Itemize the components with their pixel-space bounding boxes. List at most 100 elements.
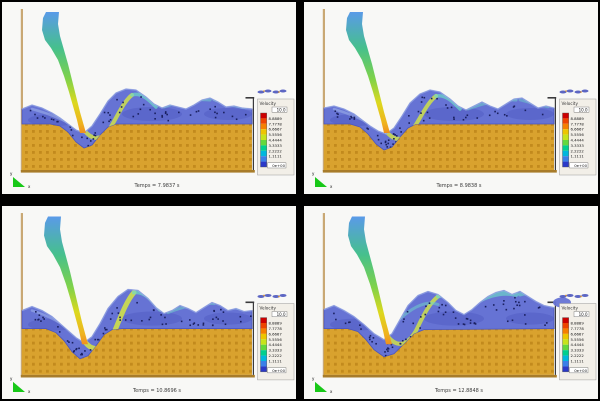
legend-colorbar-band	[260, 156, 267, 162]
legend-colorbar-band	[260, 323, 267, 329]
weir-overflow	[559, 89, 589, 94]
legend-colorbar-band	[260, 350, 267, 356]
tank-bottom-wall	[20, 374, 255, 378]
time-caption: Temps = 7.9837 s	[134, 183, 180, 189]
axis-triad: y x	[312, 171, 333, 189]
legend-colorbar-band	[260, 140, 267, 146]
legend-tick-label: 4.4444	[571, 138, 585, 143]
axis-triad-icon	[13, 177, 25, 187]
simulation-panel-2: Temps = 8.9838 s y x Velocity 10.0 8.8889 7…	[304, 2, 598, 194]
axis-label-y: y	[312, 171, 315, 176]
velocity-streak	[130, 92, 158, 109]
legend-colorbar-band	[260, 134, 267, 140]
legend-colorbar-band	[562, 344, 569, 351]
simulation-panel-4: Temps = 12.8848 s y x Velocity 10.0 8.8889…	[304, 206, 598, 399]
legend-tick-label: 6.6667	[571, 331, 585, 336]
legend-tick-label: 8.8889	[571, 116, 585, 121]
legend-tick-label: 7.7778	[571, 121, 585, 126]
time-caption: Temps = 12.8848 s	[434, 388, 483, 394]
sand-bed	[22, 328, 252, 375]
legend-max-value: 10.0	[277, 312, 286, 317]
legend-colorbar-band	[260, 129, 267, 135]
simulation-scene	[322, 9, 589, 173]
tank-left-wall	[322, 9, 325, 171]
legend-tick-label: 6.6667	[269, 127, 283, 132]
axis-label-y: y	[10, 376, 13, 381]
legend-tick-label: 5.5556	[571, 337, 585, 342]
legend-min-value: 0e+00	[272, 368, 285, 373]
legend-colorbar-band	[562, 333, 569, 340]
axis-label-x: x	[28, 389, 31, 394]
legend-colorbar-band	[562, 113, 569, 119]
legend-colorbar-band	[562, 150, 569, 157]
legend-tick-label: 2.2222	[269, 148, 283, 153]
tank-bottom-wall	[322, 374, 557, 378]
legend-tick-label: 1.1111	[571, 154, 585, 159]
legend-colorbar-band	[260, 366, 267, 372]
legend-tick-label: 1.1111	[269, 154, 283, 159]
legend-tick-label: 8.8889	[269, 116, 283, 121]
tank-bottom-wall	[322, 170, 557, 173]
legend-tick-label: 7.7778	[269, 121, 283, 126]
water-surface	[323, 89, 555, 135]
time-caption: Temps = 8.9838 s	[436, 183, 482, 189]
legend-tick-label: 8.8889	[269, 321, 283, 326]
legend-tick-label: 6.6667	[571, 127, 585, 132]
legend-colorbar-band	[562, 145, 569, 151]
water-surface	[21, 288, 253, 344]
legend-colorbar-band	[562, 350, 569, 356]
legend-title: Velocity	[562, 306, 579, 311]
tank-right-wall	[554, 98, 556, 170]
legend-colorbar-band	[562, 123, 569, 130]
axis-triad-icon	[315, 177, 327, 187]
weir-cap	[547, 301, 557, 304]
water-jet	[42, 12, 86, 133]
legend-tick-label: 2.2222	[571, 353, 585, 358]
legend-colorbar-band	[562, 134, 569, 140]
legend-colorbar-band	[562, 328, 569, 334]
legend-colorbar-band	[562, 361, 569, 367]
water-jet	[346, 12, 390, 133]
legend-min-value: 0e+00	[574, 368, 587, 373]
velocity-streak	[386, 294, 440, 346]
legend-tick-label: 7.7778	[571, 326, 585, 331]
weir-cap	[245, 97, 255, 99]
legend-min-value: 0e+00	[272, 163, 285, 168]
time-caption: Temps = 10.8696 s	[132, 388, 181, 394]
sediment-particles	[29, 96, 247, 147]
legend-colorbar-band	[562, 323, 569, 329]
tank-right-wall	[252, 98, 254, 170]
legend-tick-label: 4.4444	[269, 342, 283, 347]
weir-overflow	[257, 293, 287, 298]
sediment-particles	[333, 296, 548, 357]
legend-tick-label: 2.2222	[269, 353, 283, 358]
legend-colorbar-band	[260, 113, 267, 119]
legend-title: Velocity	[562, 101, 579, 106]
legend-tick-label: 4.4444	[571, 342, 585, 347]
tank-right-wall	[554, 302, 556, 375]
legend-colorbar-band	[260, 118, 267, 124]
legend-colorbar-band	[562, 355, 569, 362]
axis-triad: y x	[10, 376, 31, 394]
legend-tick-label: 1.1111	[571, 359, 585, 364]
simulation-panel-1: Temps = 7.9837 s y x Velocity 10.0 8.8889 7…	[2, 2, 296, 194]
axis-label-y: y	[312, 376, 315, 381]
legend-colorbar-band	[562, 118, 569, 124]
axis-label-y: y	[10, 171, 13, 176]
axis-triad: y x	[312, 376, 333, 394]
axis-label-x: x	[330, 184, 333, 189]
legend-tick-label: 5.5556	[269, 337, 283, 342]
tank-left-wall	[322, 213, 325, 376]
legend-tick-label: 3.3333	[269, 143, 283, 148]
legend-tick-label: 4.4444	[269, 138, 283, 143]
tank-left-wall	[20, 213, 23, 376]
legend-tick-label: 8.8889	[571, 321, 585, 326]
legend-title: Velocity	[260, 306, 277, 311]
legend-colorbar-band	[562, 339, 569, 345]
legend-colorbar-band	[260, 123, 267, 130]
